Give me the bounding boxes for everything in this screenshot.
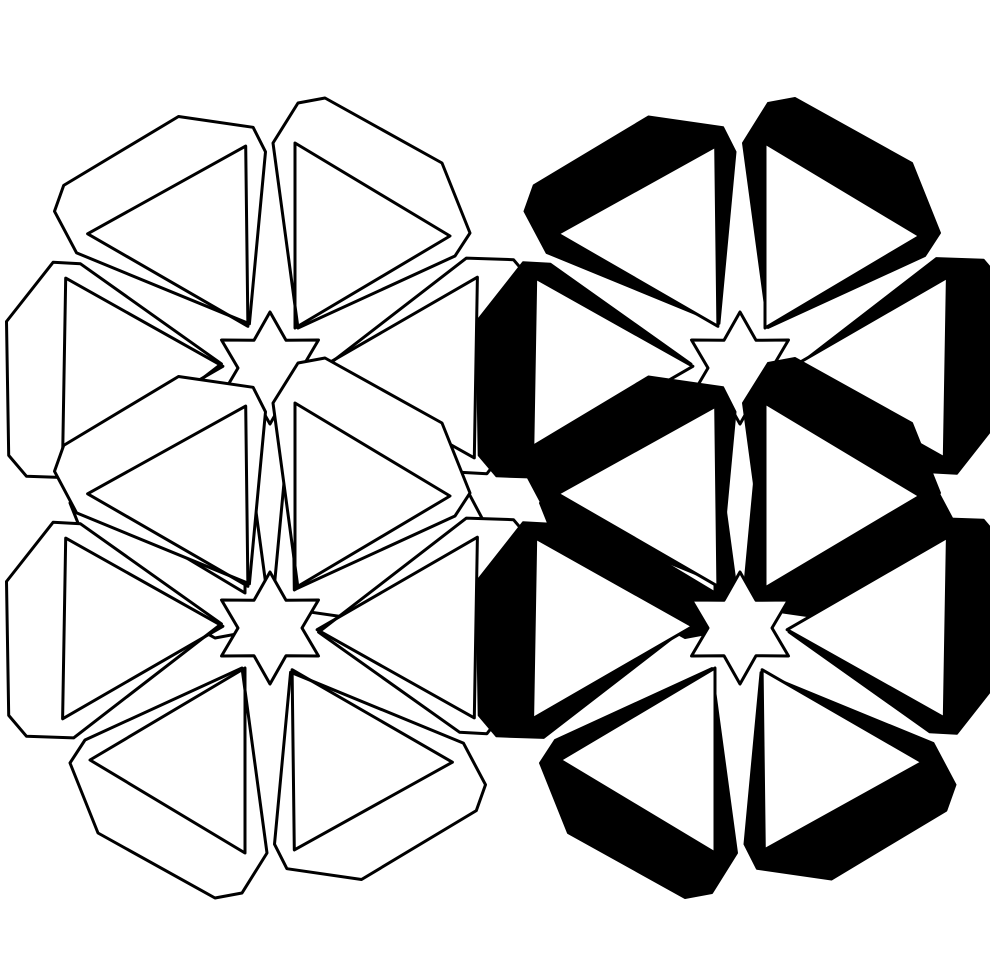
block-outline-3 xyxy=(68,666,269,900)
star-group-2 xyxy=(475,357,990,899)
block-triangle-3 xyxy=(558,666,717,855)
block-triangle-5 xyxy=(86,144,250,328)
block-triangle-0 xyxy=(293,141,452,330)
block-outline-5 xyxy=(53,115,267,326)
block-triangle-1 xyxy=(315,535,479,720)
star-hole xyxy=(690,310,790,426)
block-triangle-0 xyxy=(763,141,922,330)
block-triangle-2 xyxy=(290,668,454,852)
block-outline-0 xyxy=(271,96,472,330)
block-triangle-1 xyxy=(785,535,949,720)
block-outline-4 xyxy=(5,520,223,740)
star-group-2 xyxy=(5,356,535,900)
star-hole xyxy=(690,570,790,686)
block-triangle-2 xyxy=(760,668,924,852)
block-triangle-5 xyxy=(556,404,720,588)
block-outline-2 xyxy=(273,670,487,881)
star-hole xyxy=(220,570,320,686)
block-outline-5 xyxy=(53,375,267,586)
block-triangle-5 xyxy=(86,404,250,588)
shaded-tiling-panel xyxy=(475,97,990,899)
block-outline-0 xyxy=(271,356,472,590)
block-triangle-4 xyxy=(61,536,225,721)
block-triangle-4 xyxy=(531,536,695,721)
block-triangle-0 xyxy=(763,401,922,590)
block-triangle-5 xyxy=(556,144,720,328)
block-triangle-0 xyxy=(293,401,452,590)
block-triangle-3 xyxy=(88,666,247,855)
outline-tiling-panel xyxy=(5,96,535,900)
star-hole xyxy=(220,310,320,426)
